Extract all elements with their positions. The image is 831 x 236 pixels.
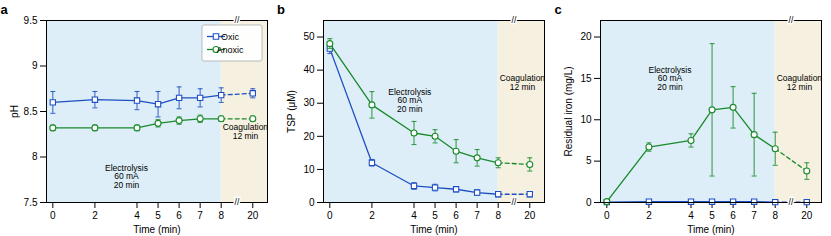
svg-text://: // (512, 197, 517, 207)
svg-text:20: 20 (303, 131, 315, 142)
svg-text:Anoxic: Anoxic (216, 45, 244, 55)
svg-text:Coagulation12 min: Coagulation12 min (777, 73, 823, 92)
svg-text:6: 6 (730, 210, 736, 221)
svg-text:0: 0 (50, 210, 56, 221)
svg-text:0: 0 (327, 210, 333, 221)
svg-text:2: 2 (646, 210, 652, 221)
svg-text:7.5: 7.5 (24, 197, 38, 208)
svg-text://: // (512, 15, 517, 25)
svg-text:7: 7 (474, 210, 480, 221)
svg-text:0: 0 (586, 197, 592, 208)
svg-text:6: 6 (176, 210, 182, 221)
svg-text:30: 30 (303, 97, 315, 108)
svg-text:TSP (μM): TSP (μM) (286, 90, 297, 133)
svg-text:Time (min): Time (min) (410, 224, 457, 235)
svg-text:15: 15 (580, 73, 592, 84)
svg-text:Electrolysis60 mA20 min: Electrolysis60 mA20 min (648, 65, 691, 92)
svg-text:50: 50 (303, 31, 315, 42)
svg-text://: // (235, 197, 240, 207)
svg-text:8: 8 (772, 210, 778, 221)
svg-text:0: 0 (309, 197, 315, 208)
svg-text:4: 4 (134, 210, 140, 221)
svg-text:5: 5 (432, 210, 438, 221)
svg-text:9.5: 9.5 (24, 15, 38, 26)
svg-text://: // (235, 15, 240, 25)
svg-text:b: b (277, 2, 285, 17)
svg-text:Coagulation12 min: Coagulation12 min (500, 73, 546, 92)
svg-text://: // (789, 15, 794, 25)
svg-text:7: 7 (751, 210, 757, 221)
svg-text:5: 5 (586, 155, 592, 166)
svg-text:Electrolysis60 mA20 min: Electrolysis60 mA20 min (105, 163, 148, 190)
svg-text:20: 20 (247, 210, 259, 221)
svg-text:40: 40 (303, 64, 315, 75)
svg-text:Time (min): Time (min) (133, 224, 180, 235)
svg-text:20: 20 (580, 31, 592, 42)
svg-text:5: 5 (155, 210, 161, 221)
svg-text:9: 9 (32, 60, 38, 71)
svg-text:2: 2 (92, 210, 98, 221)
svg-text:2: 2 (369, 210, 375, 221)
svg-text:4: 4 (411, 210, 417, 221)
svg-text:Oxic: Oxic (221, 32, 240, 42)
svg-text:4: 4 (688, 210, 694, 221)
svg-text:20: 20 (801, 210, 813, 221)
svg-text:10: 10 (580, 114, 592, 125)
svg-text:8: 8 (32, 151, 38, 162)
svg-text:8: 8 (218, 210, 224, 221)
svg-text:Time (min): Time (min) (687, 224, 734, 235)
svg-text:c: c (554, 2, 561, 17)
svg-text:Coagulation12 min: Coagulation12 min (223, 122, 269, 141)
svg-text:8: 8 (495, 210, 501, 221)
svg-text:Residual iron (mg/L): Residual iron (mg/L) (563, 66, 574, 156)
svg-text:7: 7 (197, 210, 203, 221)
svg-text:0: 0 (604, 210, 610, 221)
svg-text:pH: pH (9, 105, 20, 118)
svg-text:Electrolysis60 mA20 min: Electrolysis60 mA20 min (388, 87, 431, 114)
svg-text:a: a (0, 2, 8, 17)
svg-text:8.5: 8.5 (24, 106, 38, 117)
svg-text://: // (789, 197, 794, 207)
svg-text:20: 20 (524, 210, 536, 221)
svg-text:6: 6 (453, 210, 459, 221)
svg-text:10: 10 (303, 164, 315, 175)
svg-text:5: 5 (709, 210, 715, 221)
